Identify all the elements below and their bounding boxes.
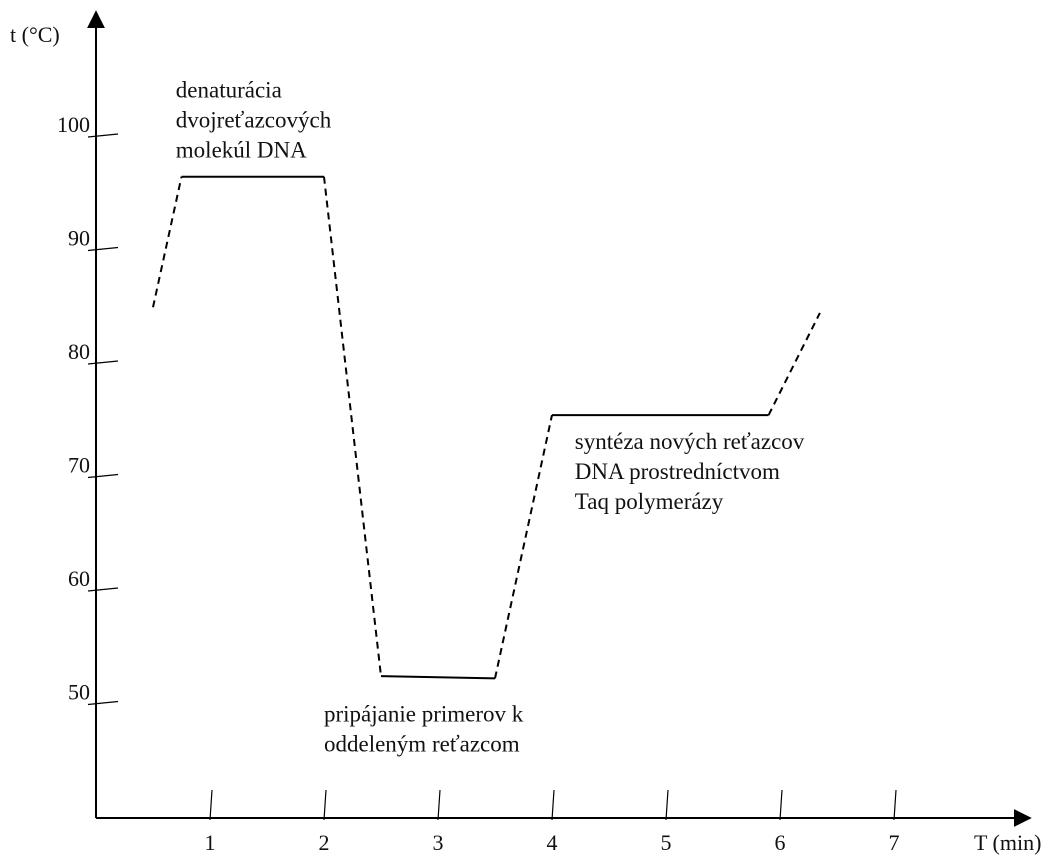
x-tick xyxy=(323,789,327,821)
x-tick-label: 3 xyxy=(433,830,444,855)
transition-segment xyxy=(323,176,382,677)
x-ticks: 1 2 3 4 5 6 7 xyxy=(205,789,900,855)
annotation-line: molekúl DNA xyxy=(176,137,307,162)
y-tick xyxy=(87,360,119,365)
temperature-profile-line xyxy=(152,175,821,680)
hold-segment xyxy=(380,675,496,680)
y-tick-label: 60 xyxy=(68,566,90,591)
axes xyxy=(87,10,1032,827)
transition-segment xyxy=(494,414,553,679)
annotation-line: denaturácia xyxy=(176,77,282,102)
x-tick-label: 6 xyxy=(775,830,786,855)
x-tick-label: 1 xyxy=(205,830,216,855)
annotation-line: oddeleným reťazcom xyxy=(324,732,520,757)
x-tick xyxy=(209,789,213,821)
x-axis-title: T (min) xyxy=(974,830,1041,855)
annotations: denaturácia dvojreťazcových molekúl DNA pri… xyxy=(176,77,805,756)
y-tick xyxy=(87,246,119,252)
annotation-line: pripájanie primerov k xyxy=(324,702,524,727)
y-tick-label: 70 xyxy=(68,453,90,478)
y-ticks: 50 60 70 80 90 100 xyxy=(57,112,119,706)
transition-segment xyxy=(767,312,821,416)
phase-annotation: denaturácia dvojreťazcových molekúl DNA xyxy=(176,77,332,162)
x-tick xyxy=(437,789,441,821)
y-tick-label: 50 xyxy=(68,680,90,705)
x-tick xyxy=(665,789,669,821)
y-tick-label: 80 xyxy=(68,339,90,364)
x-tick-label: 5 xyxy=(661,830,672,855)
transition-segment xyxy=(152,176,183,308)
y-tick-label: 100 xyxy=(57,112,90,137)
annotation-line: syntéza nových reťazcov xyxy=(575,429,805,454)
annotation-line: DNA prostredníctvom xyxy=(575,459,780,484)
x-tick xyxy=(551,789,555,821)
x-tick-label: 2 xyxy=(319,830,330,855)
x-tick-label: 7 xyxy=(889,830,900,855)
y-tick-label: 90 xyxy=(68,226,90,251)
y-tick xyxy=(87,700,119,706)
annotation-line: dvojreťazcových xyxy=(176,107,332,132)
y-axis-title: t (°C) xyxy=(10,22,60,47)
x-tick xyxy=(893,789,897,821)
y-tick xyxy=(87,133,119,138)
y-tick xyxy=(87,587,119,592)
y-tick xyxy=(87,473,119,479)
phase-annotation: syntéza nových reťazcov DNA prostredníctv… xyxy=(575,429,805,514)
annotation-line: Taq polymerázy xyxy=(575,489,724,514)
phase-annotation: pripájanie primerov k oddeleným reťazcom xyxy=(324,702,524,757)
x-tick-label: 4 xyxy=(547,830,558,855)
x-tick xyxy=(779,789,783,821)
